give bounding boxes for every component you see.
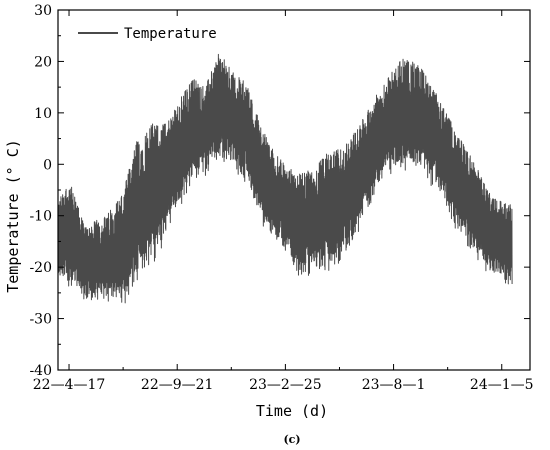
y-axis: -40 -30 -20 -10 0 10 20 30 xyxy=(29,3,530,379)
y-tick-label: -30 xyxy=(29,312,52,328)
y-tick-label: -20 xyxy=(29,260,52,276)
x-tick-label: 22—4—17 xyxy=(33,377,106,393)
x-tick-label: 24—1—5 xyxy=(470,377,534,393)
temperature-series-line xyxy=(57,53,513,304)
y-tick-label: 30 xyxy=(34,3,52,19)
legend-label: Temperature xyxy=(124,26,217,42)
legend: Temperature xyxy=(78,26,217,42)
y-tick-label: 20 xyxy=(34,54,52,70)
y-tick-label: -10 xyxy=(29,209,52,225)
x-tick-label: 22—9—21 xyxy=(141,377,214,393)
series-layer xyxy=(57,53,513,304)
figure-caption: (c) xyxy=(283,433,300,446)
x-axis-title: Time (d) xyxy=(256,402,328,420)
x-axis: 22—4—17 22—9—21 23—2—25 23—8—1 24—1—5 xyxy=(33,10,534,393)
x-tick-label: 23—2—25 xyxy=(249,377,322,393)
x-tick-label: 23—8—1 xyxy=(362,377,426,393)
y-tick-label: 0 xyxy=(43,157,52,173)
y-tick-label: -40 xyxy=(29,363,52,379)
y-axis-title: Temperature (° C) xyxy=(4,139,22,293)
y-tick-label: 10 xyxy=(34,106,52,122)
